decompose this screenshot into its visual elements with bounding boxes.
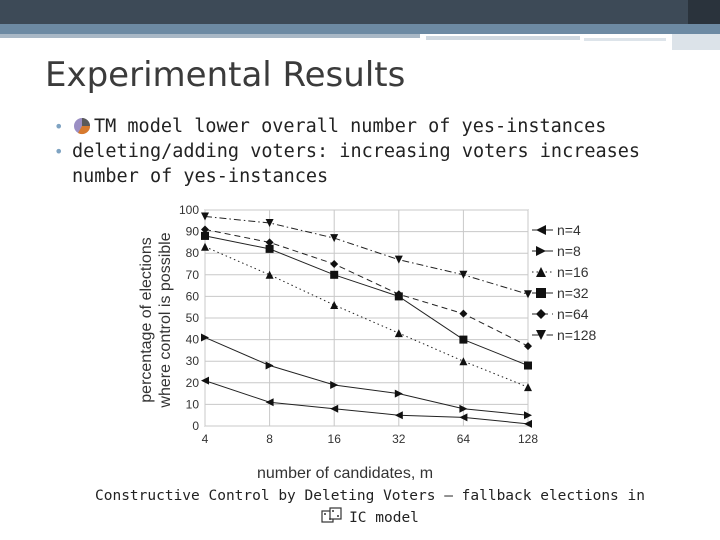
dice-icon [321,507,342,523]
y-tick-label: 30 [186,354,200,368]
bullet-list: • TM model lower overall number of yes-i… [50,114,690,189]
chart-caption: Constructive Control by Deleting Voters … [90,486,650,529]
data-point [459,309,468,318]
legend-marker [536,309,546,319]
x-tick-label: 16 [328,432,342,446]
accent-stripe-2 [426,36,580,40]
x-tick-label: 4 [202,432,209,446]
legend-label: n=32 [557,285,589,301]
data-point [330,270,339,279]
y-tick-label: 90 [186,225,200,239]
x-tick-label: 128 [518,432,538,446]
accent-block [672,34,720,50]
data-point [459,413,468,422]
caption-line-2-wrap: IC model [90,507,650,529]
x-tick-label: 32 [392,432,406,446]
bullet-text: TM model lower overall number of yes-ins… [94,116,607,137]
series-line [204,380,529,425]
data-point [524,383,532,392]
y-axis-label-line-1: percentage of elections [138,237,155,402]
legend-label: n=64 [557,306,589,322]
y-tick-label: 10 [186,397,200,411]
y-tick-label: 40 [186,333,200,347]
data-point [524,411,532,420]
series-line [204,246,529,388]
data-point [330,260,339,268]
data-point [524,361,532,370]
x-axis-label: number of candidates, m [257,465,433,482]
data-point [524,290,532,299]
data-point [330,301,339,310]
data-point [265,398,274,407]
data-point [394,329,403,338]
y-tick-label: 50 [186,311,200,325]
y-tick-label: 80 [186,246,200,260]
data-point [459,270,468,279]
data-point [201,333,209,342]
top-bar-end [688,0,720,24]
data-point [330,380,339,389]
legend-marker [536,267,546,277]
bullet-marker: • [54,142,64,161]
series-line [204,228,529,347]
legend-marker [536,288,546,298]
legend-marker [536,225,546,235]
data-point [524,342,532,351]
legend-label: n=16 [557,264,589,280]
data-point [265,270,274,279]
slide-title: Experimental Results [45,55,406,95]
legend-label: n=8 [557,243,581,259]
pie-chart-icon [74,118,91,135]
x-tick-label: 64 [457,432,471,446]
data-point [265,238,274,247]
data-point [201,376,209,385]
accent-stripe-3 [584,38,666,41]
data-point [394,290,403,299]
legend-label: n=4 [557,222,581,238]
bullet-item: • TM model lower overall number of yes-i… [50,114,690,139]
data-point [265,361,274,370]
legend-marker [536,330,546,340]
data-point [201,242,209,251]
data-point [459,404,468,413]
y-tick-label: 0 [192,419,199,433]
legend-marker [536,246,546,256]
bullet-item: • deleting/adding voters: increasing vot… [50,139,690,189]
data-point [524,419,532,428]
y-tick-label: 60 [186,289,200,303]
accent-stripe-1 [0,34,420,38]
y-tick-label: 100 [179,203,199,217]
bullet-marker: • [54,117,64,136]
y-axis-label-line-2: where control is possible [157,232,174,408]
x-tick-label: 8 [266,432,273,446]
data-point [201,225,209,234]
data-point [265,218,274,227]
data-point [459,357,468,366]
data-point [394,411,403,420]
data-point [265,244,274,253]
caption-line-2: IC model [349,510,419,526]
data-point [201,212,209,221]
y-tick-label: 70 [186,268,200,282]
data-point [459,335,468,344]
accent-band [0,24,720,34]
legend-label: n=128 [557,327,597,343]
series-line [204,215,529,295]
data-point [201,231,209,240]
series-line [204,235,529,366]
caption-line-1: Constructive Control by Deleting Voters … [95,488,645,504]
data-point [330,234,339,243]
y-tick-label: 20 [186,376,200,390]
data-point [394,389,403,398]
data-point [330,404,339,413]
top-bar [0,0,720,24]
data-point [394,255,403,264]
series-line [204,336,529,416]
bullet-text: deleting/adding voters: increasing voter… [72,141,641,187]
